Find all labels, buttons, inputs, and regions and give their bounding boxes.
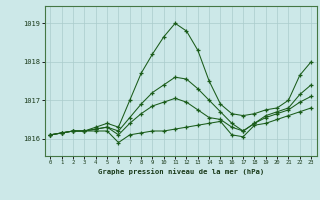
X-axis label: Graphe pression niveau de la mer (hPa): Graphe pression niveau de la mer (hPa) (98, 168, 264, 175)
